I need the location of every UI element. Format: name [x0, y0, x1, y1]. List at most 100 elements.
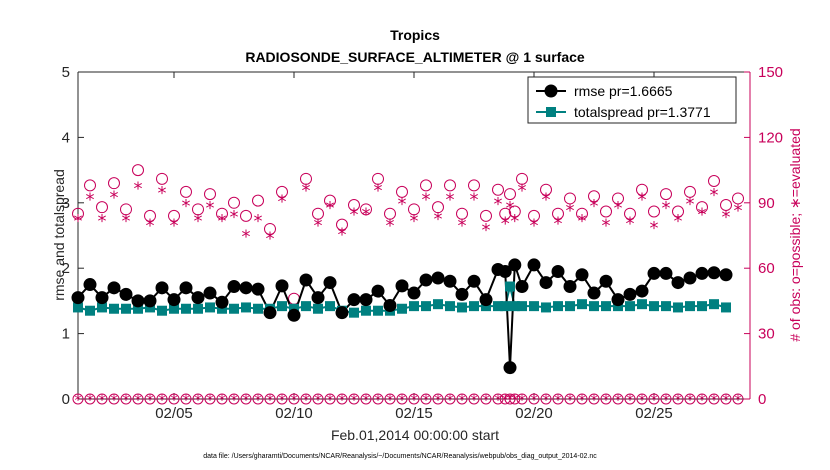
zero-obs-point: [216, 393, 228, 405]
rmse-point: [371, 284, 385, 298]
evaluated-obs-point: *: [602, 216, 611, 237]
y-left-tick-label: 3: [62, 195, 70, 212]
evaluated-obs-point: *: [542, 189, 551, 210]
zero-evaluated-point: *: [267, 393, 274, 409]
rmse-point: [203, 286, 217, 300]
zero-obs-point: [444, 393, 456, 405]
rmse-point: [131, 294, 145, 308]
evaluated-obs-point: *: [182, 196, 191, 217]
totalspread-point: [145, 302, 155, 313]
zero-evaluated-point: *: [135, 393, 142, 409]
totalspread-point: [373, 305, 383, 316]
zero-evaluated-point: *: [291, 393, 298, 409]
totalspread-point: [500, 301, 511, 312]
evaluated-obs-point: *: [422, 189, 431, 210]
totalspread-point: [709, 299, 719, 310]
zero-obs-point: [648, 393, 660, 405]
evaluated-obs-point: *: [674, 211, 683, 232]
evaluated-obs-point: *: [578, 211, 587, 232]
rmse-point: [383, 298, 397, 312]
rmse-point: [143, 294, 157, 308]
rmse-point: [671, 276, 685, 290]
zero-obs-point: [588, 393, 600, 405]
zero-obs-point: [228, 393, 240, 405]
zero-evaluated-point: *: [591, 393, 598, 409]
evaluated-obs-point: *: [206, 198, 215, 219]
possible-obs-point: [624, 207, 636, 220]
zero-evaluated-point: *: [687, 393, 694, 409]
totalspread-point: [649, 301, 659, 312]
totalspread-point: [241, 302, 251, 313]
totalspread-point: [601, 301, 611, 312]
evaluated-obs-point: *: [446, 189, 455, 210]
possible-obs-point: [468, 179, 480, 192]
evaluated-obs-point: *: [194, 211, 203, 232]
zero-obs-point: [120, 393, 132, 405]
rmse-point: [407, 286, 421, 300]
zero-obs-point: [204, 393, 216, 405]
totalspread-point: [193, 303, 203, 314]
zero-evaluated-point: *: [171, 393, 178, 409]
evaluated-obs-point: *: [74, 211, 83, 232]
zero-obs-point: [264, 393, 276, 405]
y-axis-label-left: rmse and totalspread: [51, 169, 67, 301]
zero-evaluated-point: *: [279, 393, 286, 409]
possible-obs-point: [552, 207, 564, 220]
possible-obs-point: [684, 185, 696, 198]
zero-evaluated-point: *: [219, 393, 226, 409]
evaluated-obs-point: *: [314, 216, 323, 237]
rmse-point: [263, 306, 277, 320]
evaluated-obs-point: *: [434, 209, 443, 230]
totalspread-point: [157, 305, 167, 316]
zero-evaluated-point: *: [519, 393, 526, 409]
possible-obs-point: [216, 207, 228, 220]
possible-obs-point: [252, 194, 264, 207]
zero-obs-point: [168, 393, 180, 405]
totalspread-point: [481, 301, 491, 312]
zero-evaluated-point: *: [255, 393, 262, 409]
zero-evaluated-point: *: [243, 393, 250, 409]
zero-evaluated-point: *: [483, 393, 490, 409]
evaluated-obs-point: *: [506, 198, 515, 219]
possible-obs-point: [576, 207, 588, 220]
evaluated-obs-point: *: [218, 211, 227, 232]
zero-evaluated-point: *: [531, 393, 538, 409]
totalspread-point: [577, 299, 587, 310]
possible-obs-point: [156, 172, 168, 185]
evaluated-obs-point: *: [554, 213, 563, 234]
rmse-point: [419, 273, 433, 287]
rmse-point: [587, 286, 601, 300]
evaluated-obs-point: *: [638, 189, 647, 210]
zero-evaluated-point: *: [123, 393, 130, 409]
zero-obs-point: [468, 393, 480, 405]
possible-obs-point: [696, 201, 708, 214]
y-axis-label-right: # of obs: o=possible; ∗=evaluated: [787, 128, 803, 341]
zero-obs-point: [432, 393, 444, 405]
totalspread-point: [217, 303, 227, 314]
evaluated-obs-point: *: [722, 207, 731, 228]
evaluated-obs-point: *: [501, 213, 510, 234]
zero-evaluated-point: *: [543, 393, 550, 409]
evaluated-obs-point: *: [338, 224, 347, 245]
evaluated-obs-point: *: [158, 183, 167, 204]
totalspread-point: [313, 303, 323, 314]
possible-obs-point: [384, 207, 396, 220]
rmse-point: [683, 271, 697, 285]
zero-obs-point: [240, 393, 252, 405]
rmse-point: [71, 291, 85, 305]
zero-evaluated-point: *: [111, 393, 118, 409]
possible-obs-point: [456, 207, 468, 220]
evaluated-obs-point: *: [530, 216, 539, 237]
zero-obs-point: [300, 393, 312, 405]
possible-obs-point: [132, 164, 144, 177]
possible-obs-point: [516, 172, 528, 185]
evaluated-obs-point: *: [662, 198, 671, 219]
zero-evaluated-point: *: [99, 393, 106, 409]
zero-evaluated-point: *: [639, 393, 646, 409]
evaluated-obs-point: *: [686, 194, 695, 215]
possible-obs-point: [480, 209, 492, 222]
zero-obs-point: [144, 393, 156, 405]
zero-obs-point: [492, 393, 504, 405]
possible-obs-point: [564, 192, 576, 205]
rmse-point: [599, 274, 613, 288]
